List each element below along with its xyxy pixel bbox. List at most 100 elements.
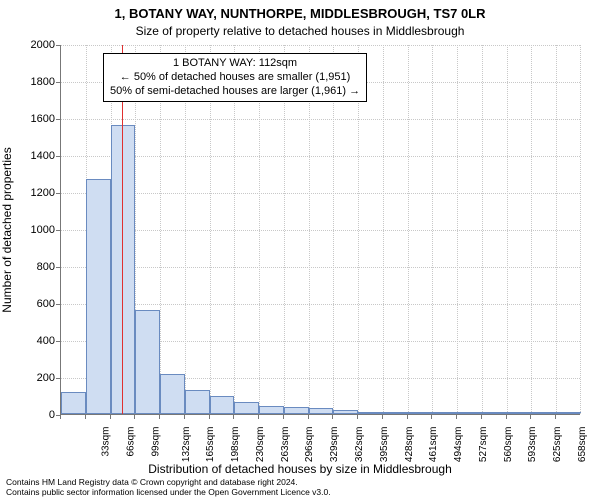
- y-tick-label: 800: [5, 261, 55, 273]
- y-tick-mark: [56, 156, 60, 157]
- x-tick-label: 625sqm: [552, 427, 563, 463]
- y-tick-label: 1800: [5, 76, 55, 88]
- y-tick-label: 2000: [5, 39, 55, 51]
- y-tick-mark: [56, 119, 60, 120]
- y-tick-mark: [56, 45, 60, 46]
- x-tick-label: 66sqm: [126, 427, 137, 457]
- gridline-v: [383, 45, 384, 414]
- x-tick-mark: [110, 415, 111, 419]
- x-tick-label: 560sqm: [503, 427, 514, 463]
- x-tick-label: 428sqm: [404, 427, 415, 463]
- gridline-v: [432, 45, 433, 414]
- gridline-v: [507, 45, 508, 414]
- chart-title-address: 1, BOTANY WAY, NUNTHORPE, MIDDLESBROUGH,…: [0, 6, 600, 21]
- x-tick-label: 362sqm: [354, 427, 365, 463]
- histogram-bar: [86, 179, 111, 414]
- histogram-bar: [210, 396, 235, 415]
- x-tick-mark: [60, 415, 61, 419]
- y-tick-label: 0: [5, 409, 55, 421]
- x-tick-mark: [431, 415, 432, 419]
- y-tick-mark: [56, 341, 60, 342]
- histogram-bar: [111, 125, 136, 414]
- x-tick-label: 593sqm: [527, 427, 538, 463]
- gridline-v: [531, 45, 532, 414]
- chart-subtitle: Size of property relative to detached ho…: [0, 24, 600, 38]
- x-tick-mark: [456, 415, 457, 419]
- footer-attribution: Contains HM Land Registry data © Crown c…: [6, 478, 331, 498]
- x-tick-label: 263sqm: [280, 427, 291, 463]
- x-tick-label: 165sqm: [206, 427, 217, 463]
- x-tick-mark: [184, 415, 185, 419]
- x-tick-mark: [530, 415, 531, 419]
- x-tick-mark: [85, 415, 86, 419]
- gridline-h: [61, 193, 580, 194]
- histogram-bar: [61, 392, 86, 414]
- gridline-v: [580, 45, 581, 414]
- annotation-line: 50% of semi-detached houses are larger (…: [110, 85, 360, 99]
- x-tick-mark: [555, 415, 556, 419]
- annotation-line: ← 50% of detached houses are smaller (1,…: [110, 71, 360, 85]
- gridline-h: [61, 304, 580, 305]
- y-tick-label: 200: [5, 372, 55, 384]
- y-tick-label: 1200: [5, 187, 55, 199]
- x-tick-mark: [134, 415, 135, 419]
- x-axis-label: Distribution of detached houses by size …: [0, 462, 600, 476]
- histogram-bar: [531, 412, 556, 414]
- x-tick-label: 132sqm: [181, 427, 192, 463]
- plot-area: 1 BOTANY WAY: 112sqm← 50% of detached ho…: [60, 45, 580, 415]
- y-tick-label: 1600: [5, 113, 55, 125]
- histogram-bar: [309, 408, 334, 414]
- histogram-bar: [507, 412, 532, 414]
- gridline-v: [408, 45, 409, 414]
- y-tick-label: 1400: [5, 150, 55, 162]
- x-tick-label: 658sqm: [577, 427, 588, 463]
- histogram-bar: [383, 412, 408, 414]
- x-tick-mark: [481, 415, 482, 419]
- gridline-h: [61, 267, 580, 268]
- x-tick-label: 99sqm: [150, 427, 161, 457]
- histogram-bar: [160, 374, 185, 414]
- x-tick-mark: [258, 415, 259, 419]
- x-tick-label: 461sqm: [428, 427, 439, 463]
- y-tick-mark: [56, 304, 60, 305]
- x-tick-mark: [283, 415, 284, 419]
- y-tick-label: 1000: [5, 224, 55, 236]
- x-tick-mark: [506, 415, 507, 419]
- histogram-bar: [408, 412, 433, 414]
- x-tick-label: 329sqm: [329, 427, 340, 463]
- x-tick-label: 230sqm: [255, 427, 266, 463]
- histogram-bar: [259, 406, 284, 414]
- histogram-bar: [358, 412, 383, 414]
- x-tick-label: 33sqm: [101, 427, 112, 457]
- y-tick-label: 400: [5, 335, 55, 347]
- x-tick-mark: [209, 415, 210, 419]
- gridline-v: [482, 45, 483, 414]
- x-tick-mark: [233, 415, 234, 419]
- x-tick-mark: [407, 415, 408, 419]
- y-tick-mark: [56, 193, 60, 194]
- annotation-line: 1 BOTANY WAY: 112sqm: [110, 57, 360, 71]
- y-tick-mark: [56, 230, 60, 231]
- gridline-v: [457, 45, 458, 414]
- y-tick-mark: [56, 82, 60, 83]
- histogram-bar: [333, 410, 358, 414]
- gridline-h: [61, 119, 580, 120]
- annotation-box: 1 BOTANY WAY: 112sqm← 50% of detached ho…: [103, 53, 367, 102]
- histogram-bar: [482, 412, 507, 414]
- x-tick-label: 296sqm: [305, 427, 316, 463]
- y-tick-mark: [56, 378, 60, 379]
- x-tick-mark: [382, 415, 383, 419]
- y-tick-mark: [56, 267, 60, 268]
- histogram-bar: [135, 310, 160, 414]
- x-tick-label: 198sqm: [230, 427, 241, 463]
- x-tick-mark: [159, 415, 160, 419]
- histogram-bar: [185, 390, 210, 414]
- y-tick-label: 600: [5, 298, 55, 310]
- histogram-bar: [234, 402, 259, 414]
- x-tick-label: 494sqm: [453, 427, 464, 463]
- x-tick-label: 527sqm: [478, 427, 489, 463]
- footer-line2: Contains public sector information licen…: [6, 488, 331, 498]
- gridline-h: [61, 156, 580, 157]
- x-tick-label: 395sqm: [379, 427, 390, 463]
- gridline-v: [556, 45, 557, 414]
